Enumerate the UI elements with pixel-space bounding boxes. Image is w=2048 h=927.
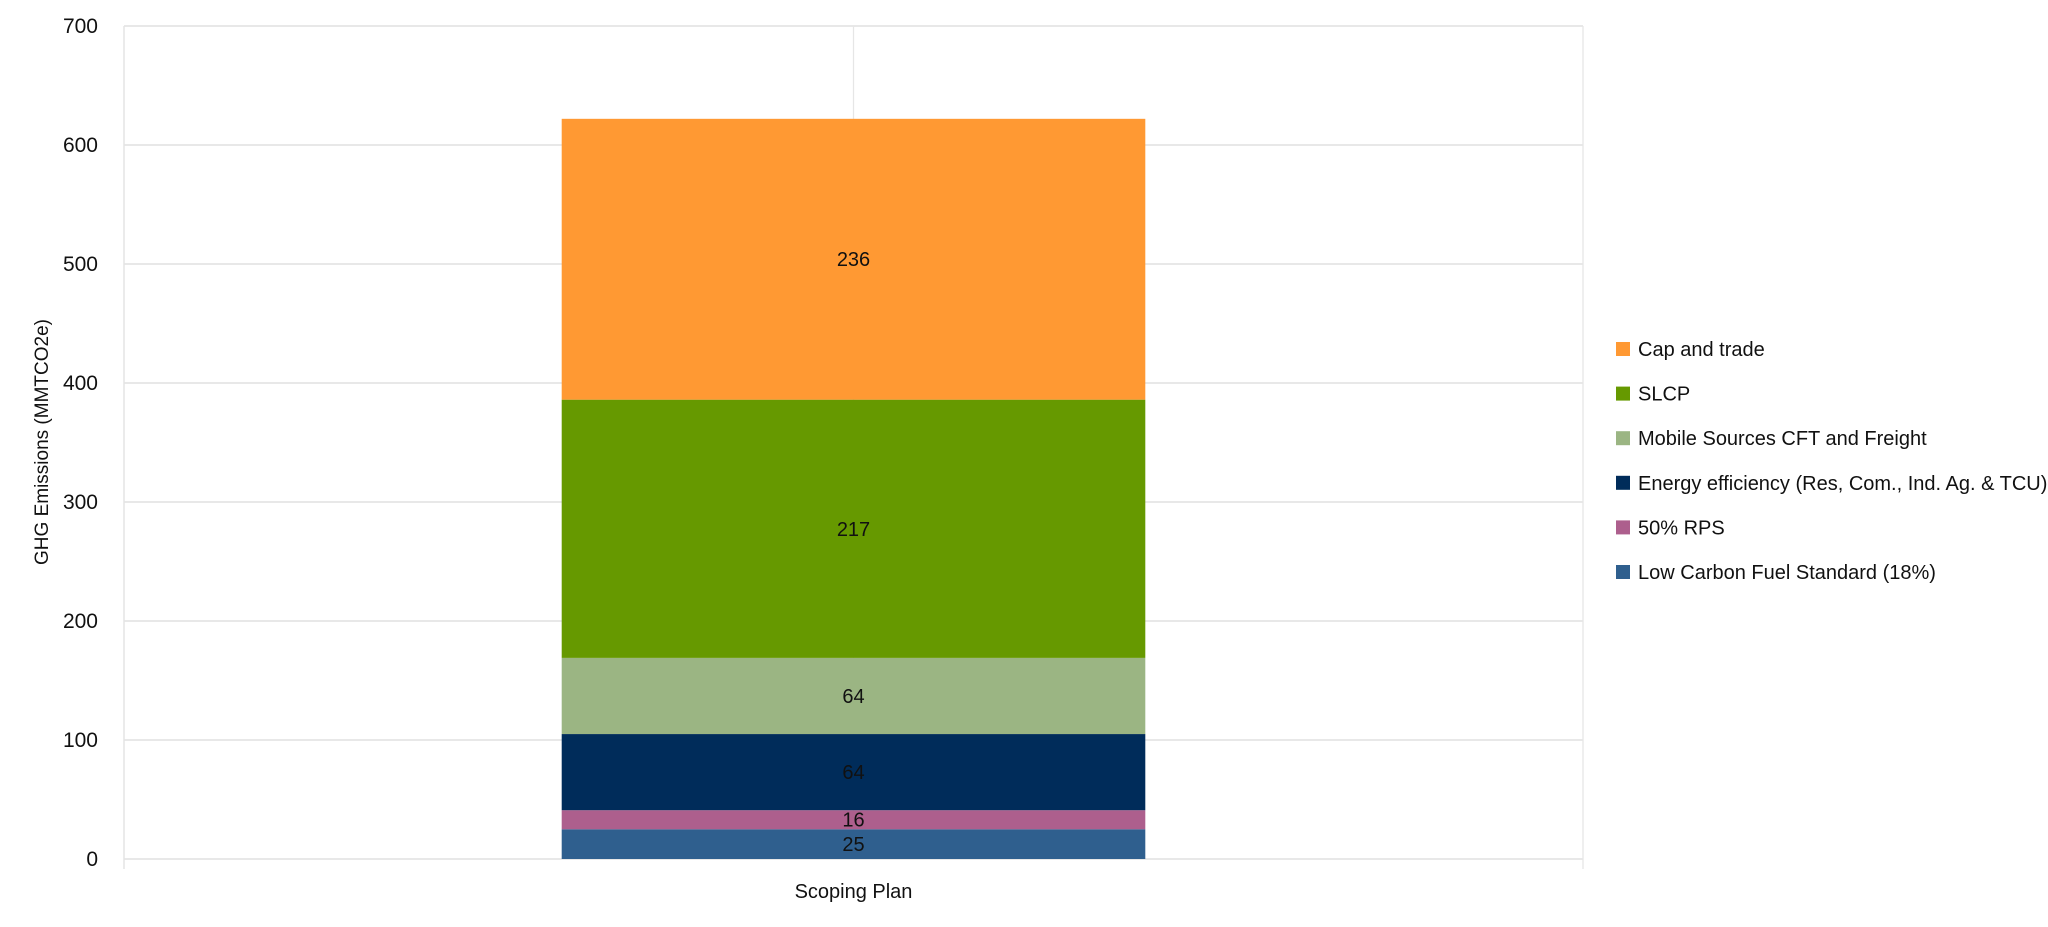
legend-label: Mobile Sources CFT and Freight (1638, 428, 1927, 450)
bar-segment (561, 118, 1146, 400)
legend-swatch (1616, 520, 1630, 535)
data-label: 16 (842, 810, 864, 832)
y-tick-label: 600 (63, 134, 98, 157)
y-tick-label: 100 (63, 729, 98, 752)
data-label: 236 (837, 249, 870, 271)
legend-swatch (1616, 565, 1630, 579)
legend-swatch (1616, 475, 1630, 490)
bar-segment (561, 657, 1146, 735)
data-label: 64 (842, 762, 864, 784)
data-label: 25 (842, 834, 864, 856)
legend-swatch (1616, 431, 1630, 446)
y-tick-label: 500 (63, 253, 98, 276)
x-axis-ticks: Scoping Plan (795, 881, 913, 903)
legend-swatch (1616, 342, 1630, 356)
y-tick-label: 700 (63, 15, 98, 38)
legend: Cap and trade SLCP Mobile Sources CFT and … (1616, 339, 2047, 584)
bar-segment (561, 829, 1146, 859)
y-tick-label: 300 (63, 491, 98, 514)
legend-swatch (1616, 386, 1630, 401)
y-tick-label: 0 (86, 848, 98, 871)
data-label: 64 (842, 686, 864, 708)
y-tick-label: 200 (63, 610, 98, 633)
bar-segment (561, 399, 1146, 658)
legend-label: 50% RPS (1638, 517, 1725, 539)
data-label: 217 (837, 519, 870, 541)
legend-label: Energy efficiency (Res, Com., Ind. Ag. &… (1638, 473, 2047, 495)
bar-segment (561, 810, 1146, 830)
bar-segment (561, 734, 1146, 811)
legend-label: Low Carbon Fuel Standard (18%) (1638, 562, 1936, 584)
legend-label: SLCP (1638, 384, 1690, 406)
y-axis-label: GHG Emissions (MMTCO2e) (32, 319, 53, 565)
x-tick-label: Scoping Plan (795, 881, 913, 903)
legend-label: Cap and trade (1638, 339, 1765, 361)
y-tick-label: 400 (63, 372, 98, 395)
y-axis-ticks: 0 100 200 300 400 500 600 700 (63, 15, 98, 871)
